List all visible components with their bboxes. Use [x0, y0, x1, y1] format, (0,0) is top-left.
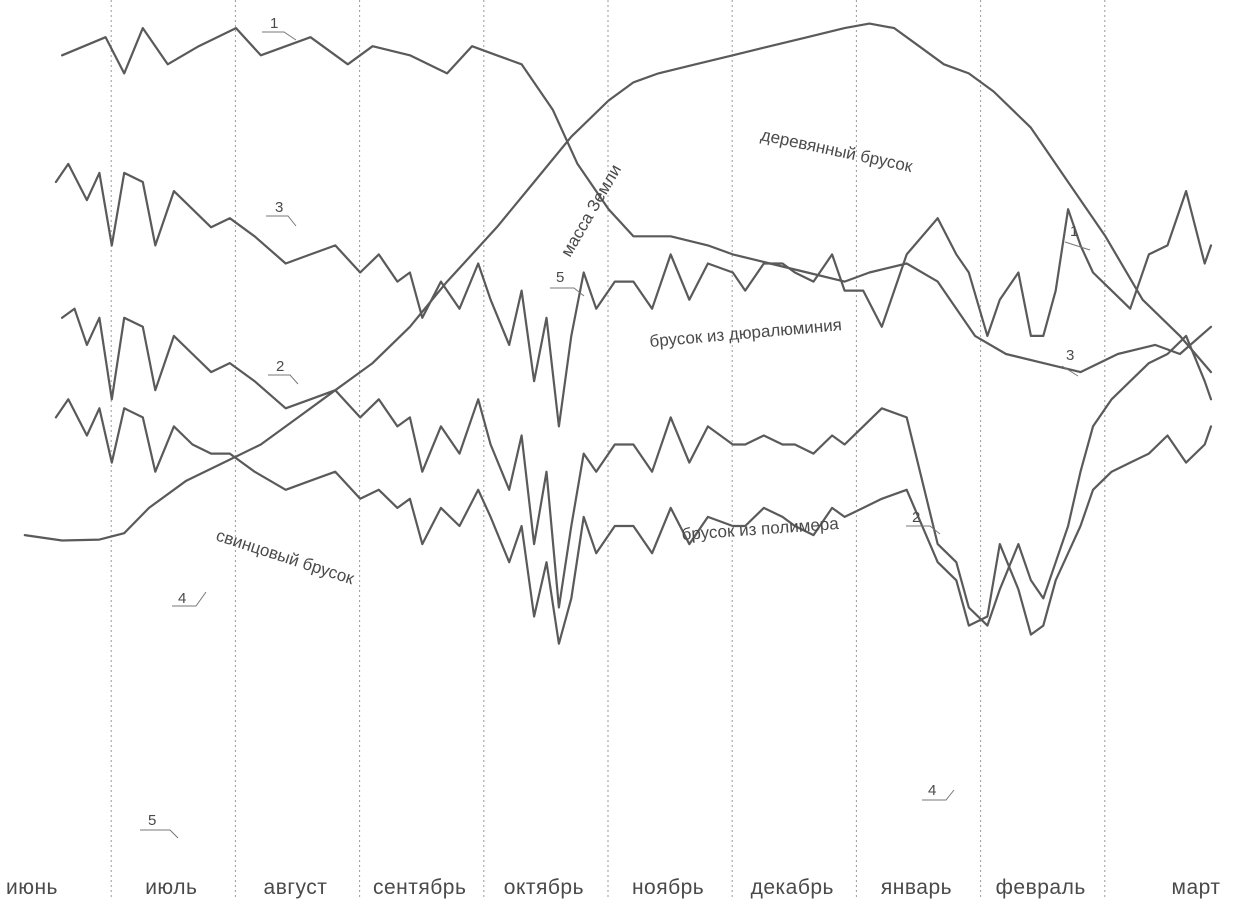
- leader-line: [1061, 365, 1079, 377]
- curve-number-label: 5: [148, 812, 156, 829]
- annotation-lead-bar: свинцовый брусок: [214, 526, 357, 589]
- annotation-polymer-bar: брусок из полимера: [681, 514, 840, 544]
- series-line: [54, 398, 1213, 645]
- curve-number-label: 4: [928, 782, 936, 799]
- leader-line: [550, 287, 585, 297]
- curve-number-label: 1: [270, 15, 278, 32]
- series-line: [23, 22, 1213, 542]
- x-tick-label: октябрь: [504, 876, 584, 899]
- curve-number-label: 2: [912, 509, 920, 526]
- leader-line: [140, 829, 179, 839]
- curve-number-label: 4: [178, 590, 186, 607]
- x-tick-label: ноябрь: [632, 876, 704, 899]
- series-line: [61, 307, 1213, 627]
- x-tick-label: январь: [881, 876, 952, 899]
- series-line: [61, 27, 1213, 374]
- curve-number-label: 1: [1070, 223, 1078, 240]
- x-tick-label: июль: [145, 876, 197, 899]
- curve-number-label: 3: [275, 199, 283, 216]
- leader-line: [922, 789, 955, 801]
- leader-line: [1064, 241, 1091, 251]
- series-line: [54, 162, 1213, 428]
- x-tick-label: август: [264, 876, 328, 899]
- leader-line: [906, 525, 941, 535]
- annotations-layer: деревянный брусок брусок из дюралюминия …: [214, 125, 915, 588]
- curve-number-label: 5: [556, 269, 564, 286]
- curve-number-label: 3: [1066, 347, 1074, 364]
- x-tick-label: март: [1172, 876, 1221, 899]
- annotation-wooden-bar: деревянный брусок: [759, 125, 915, 176]
- curve-number-labels: 1 1 3 3 2 2 4 4 5 5: [140, 15, 1091, 839]
- leader-line: [262, 31, 297, 41]
- annotation-earth-mass: масса Земли: [557, 161, 625, 260]
- annotation-duralumin-bar: брусок из дюралюминия: [649, 315, 843, 351]
- leader-line: [172, 591, 207, 607]
- x-tick-label: июнь: [6, 876, 58, 899]
- x-tick-label: декабрь: [751, 876, 834, 899]
- month-separators: [110, 0, 1106, 900]
- x-tick-label: сентябрь: [373, 876, 466, 899]
- leader-line: [268, 374, 299, 385]
- curve-number-label: 2: [276, 358, 284, 375]
- x-axis-month-labels: июнь июль август сентябрь октябрь ноябрь декаб…: [6, 876, 1220, 899]
- x-tick-label: февраль: [996, 876, 1086, 899]
- series-layer: [23, 22, 1213, 645]
- leader-line: [266, 215, 297, 227]
